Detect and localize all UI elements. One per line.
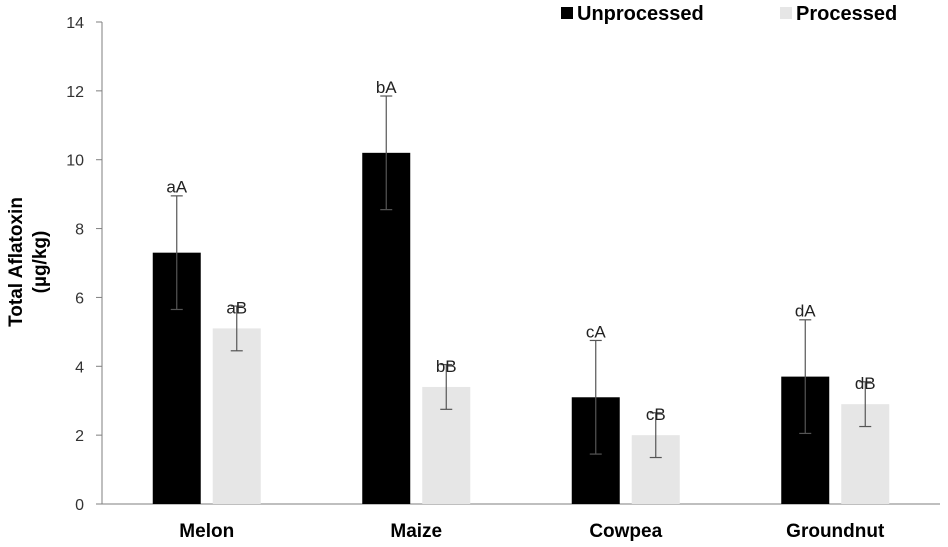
y-axis: 0 2 4 6 8 10 12 14 (66, 15, 103, 514)
y-tick-label: 10 (66, 153, 84, 170)
y-tick-label: 8 (75, 222, 84, 239)
y-tick-label: 4 (75, 359, 84, 376)
bar-letter-label: cA (586, 322, 607, 341)
bar-letter-label: cB (646, 405, 666, 424)
x-axis: Melon Maize Cowpea Groundnut (102, 503, 940, 542)
bar-letter-label: bA (376, 78, 397, 97)
legend-swatch-processed (780, 7, 792, 19)
bar-letter-label: aA (166, 178, 187, 197)
legend-label-unprocessed: Unprocessed (577, 3, 704, 25)
bar-letter-label: dA (795, 302, 816, 321)
legend: Unprocessed Processed (561, 3, 897, 25)
legend-label-processed: Processed (796, 3, 897, 25)
y-axis-title-line-2: (µg/kg) (30, 231, 51, 294)
y-tick-label: 12 (66, 84, 84, 101)
bar-processed-melon (212, 328, 261, 504)
legend-swatch-unprocessed (561, 7, 573, 19)
y-tick-label: 6 (75, 290, 84, 307)
bar-letter-label: bB (436, 357, 457, 376)
y-tick-label: 14 (66, 15, 84, 32)
bars: aA aB bA bB cA cB dA dB (152, 78, 890, 505)
bar-letter-label: aB (226, 298, 247, 317)
bar-unprocessed-maize (362, 152, 411, 505)
y-tick-label: 0 (75, 497, 84, 514)
y-tick-label: 2 (75, 428, 84, 445)
x-category-label: Maize (390, 521, 442, 542)
x-category-label: Melon (179, 521, 234, 542)
y-axis-title-line-1: Total Aflatoxin (6, 197, 27, 327)
y-axis-title: Total Aflatoxin (µg/kg) (6, 197, 51, 327)
x-category-label: Groundnut (786, 521, 885, 542)
x-category-label: Cowpea (589, 521, 662, 542)
bar-letter-label: dB (855, 374, 876, 393)
